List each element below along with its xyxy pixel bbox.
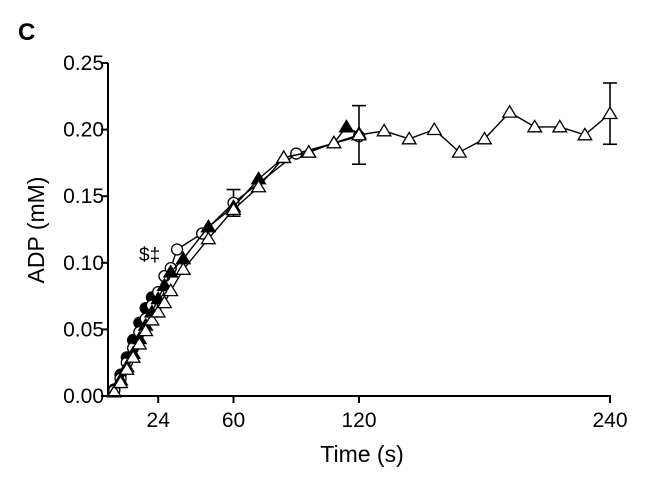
y-tick-label: 0.20 (63, 119, 104, 142)
y-tick-label: 0.00 (63, 385, 104, 408)
series-line (113, 111, 611, 393)
data-point (125, 349, 142, 363)
data-point (376, 123, 393, 137)
series-4 (106, 82, 618, 398)
y-tick-label: 0.15 (63, 185, 104, 208)
significance-annotation: $‡ (139, 245, 160, 266)
y-tick-label: 0.25 (63, 52, 104, 75)
data-point (325, 135, 342, 149)
data-point (501, 104, 518, 118)
data-point (131, 336, 148, 350)
data-point (156, 277, 173, 291)
data-point (162, 264, 179, 278)
x-tick-label: 60 (222, 409, 245, 432)
data-point (250, 179, 267, 193)
data-point (576, 127, 593, 141)
y-tick-label: 0.10 (63, 252, 104, 275)
x-tick-label: 24 (147, 409, 171, 432)
x-tick-label: 120 (341, 409, 376, 432)
data-point (300, 144, 317, 158)
data-point (143, 312, 160, 326)
x-tick-label: 240 (592, 409, 627, 432)
data-point (225, 201, 242, 216)
x-axis-title: Time (s) (320, 441, 403, 467)
plot-area (106, 82, 618, 398)
data-point (451, 144, 468, 158)
data-point (351, 127, 367, 141)
data-point (275, 149, 292, 164)
annotation-layer: $‡ (139, 245, 160, 266)
data-point (401, 131, 418, 145)
panel-letter: C (18, 19, 35, 46)
data-point (338, 119, 355, 133)
data-point (162, 283, 179, 297)
data-point (476, 131, 493, 145)
y-tick-label: 0.05 (63, 318, 104, 341)
data-point (526, 119, 543, 133)
data-point (200, 231, 217, 245)
data-point (170, 243, 184, 256)
data-point (150, 304, 167, 318)
data-point (112, 374, 129, 389)
data-point (175, 261, 192, 275)
y-axis-title: ADP (mM) (23, 177, 49, 284)
data-point (156, 294, 173, 309)
data-point (137, 322, 154, 337)
x-axis: 24 60 120 240 (108, 395, 628, 432)
data-point (118, 361, 135, 375)
data-point (551, 119, 568, 133)
data-point (602, 105, 618, 120)
y-axis: 0.00 0.05 0.10 0.15 0.20 0.25 (63, 52, 109, 408)
data-point (426, 121, 443, 136)
